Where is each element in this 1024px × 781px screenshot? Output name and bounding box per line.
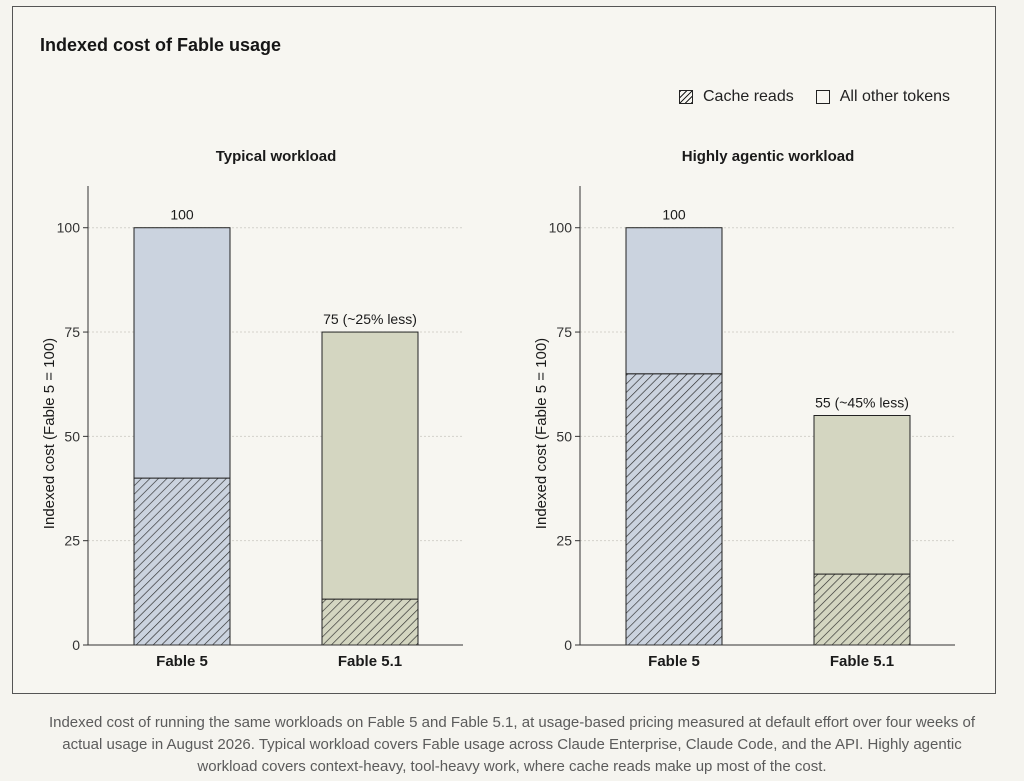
legend-swatch-solid — [815, 90, 830, 104]
x-tick-label: Fable 5 — [156, 653, 208, 670]
bar-value-label: 100 — [170, 207, 194, 223]
legend-label: Cache reads — [703, 88, 794, 105]
y-tick-label: 100 — [57, 220, 81, 236]
y-tick-label: 25 — [556, 533, 572, 549]
panel-title: Highly agentic workload — [682, 148, 855, 165]
bar-value-label: 100 — [662, 207, 686, 223]
y-axis-label: Indexed cost (Fable 5 = 100) — [533, 338, 550, 529]
bar-value-label: 75 (~25% less) — [323, 311, 417, 327]
legend-swatch-hatched — [679, 90, 693, 104]
x-tick-label: Fable 5.1 — [338, 653, 402, 670]
x-tick-label: Fable 5 — [648, 653, 700, 670]
legend-label: All other tokens — [839, 88, 950, 105]
panel-title: Typical workload — [216, 148, 337, 165]
y-axis-label: Indexed cost (Fable 5 = 100) — [41, 338, 58, 529]
legend-item-other-tokens: All other tokens — [815, 88, 950, 106]
caption-line: Indexed cost of running the same workloa… — [48, 714, 976, 731]
bar-segment-cache-reads — [133, 477, 231, 646]
bar-segment-other-tokens — [321, 331, 419, 600]
bar-segment-other-tokens — [625, 227, 723, 375]
y-tick-label: 100 — [549, 220, 573, 236]
bar-segment-cache-reads — [813, 573, 911, 646]
y-tick-label: 50 — [556, 428, 572, 444]
caption-line: actual usage in August 2026. Typical wor… — [62, 736, 962, 753]
bar-segment-other-tokens — [813, 415, 911, 575]
y-tick-label: 75 — [64, 324, 80, 340]
legend-item-cache-reads: Cache reads — [679, 88, 794, 106]
figure-caption: Indexed cost of running the same workloa… — [0, 712, 1024, 778]
bar-segment-cache-reads — [321, 598, 419, 646]
y-tick-label: 25 — [64, 533, 80, 549]
y-tick-label: 0 — [564, 637, 572, 653]
y-tick-label: 75 — [556, 324, 572, 340]
y-tick-label: 0 — [72, 637, 80, 653]
x-tick-label: Fable 5.1 — [830, 653, 894, 670]
bar-segment-cache-reads — [625, 373, 723, 646]
caption-line: workload covers context-heavy, tool-heav… — [197, 758, 827, 775]
bar-segment-other-tokens — [133, 227, 231, 479]
y-tick-label: 50 — [64, 428, 80, 444]
chart-title: Indexed cost of Fable usage — [40, 35, 282, 55]
legend: Cache reads All other tokens — [679, 88, 950, 106]
bar-value-label: 55 (~45% less) — [815, 395, 909, 411]
